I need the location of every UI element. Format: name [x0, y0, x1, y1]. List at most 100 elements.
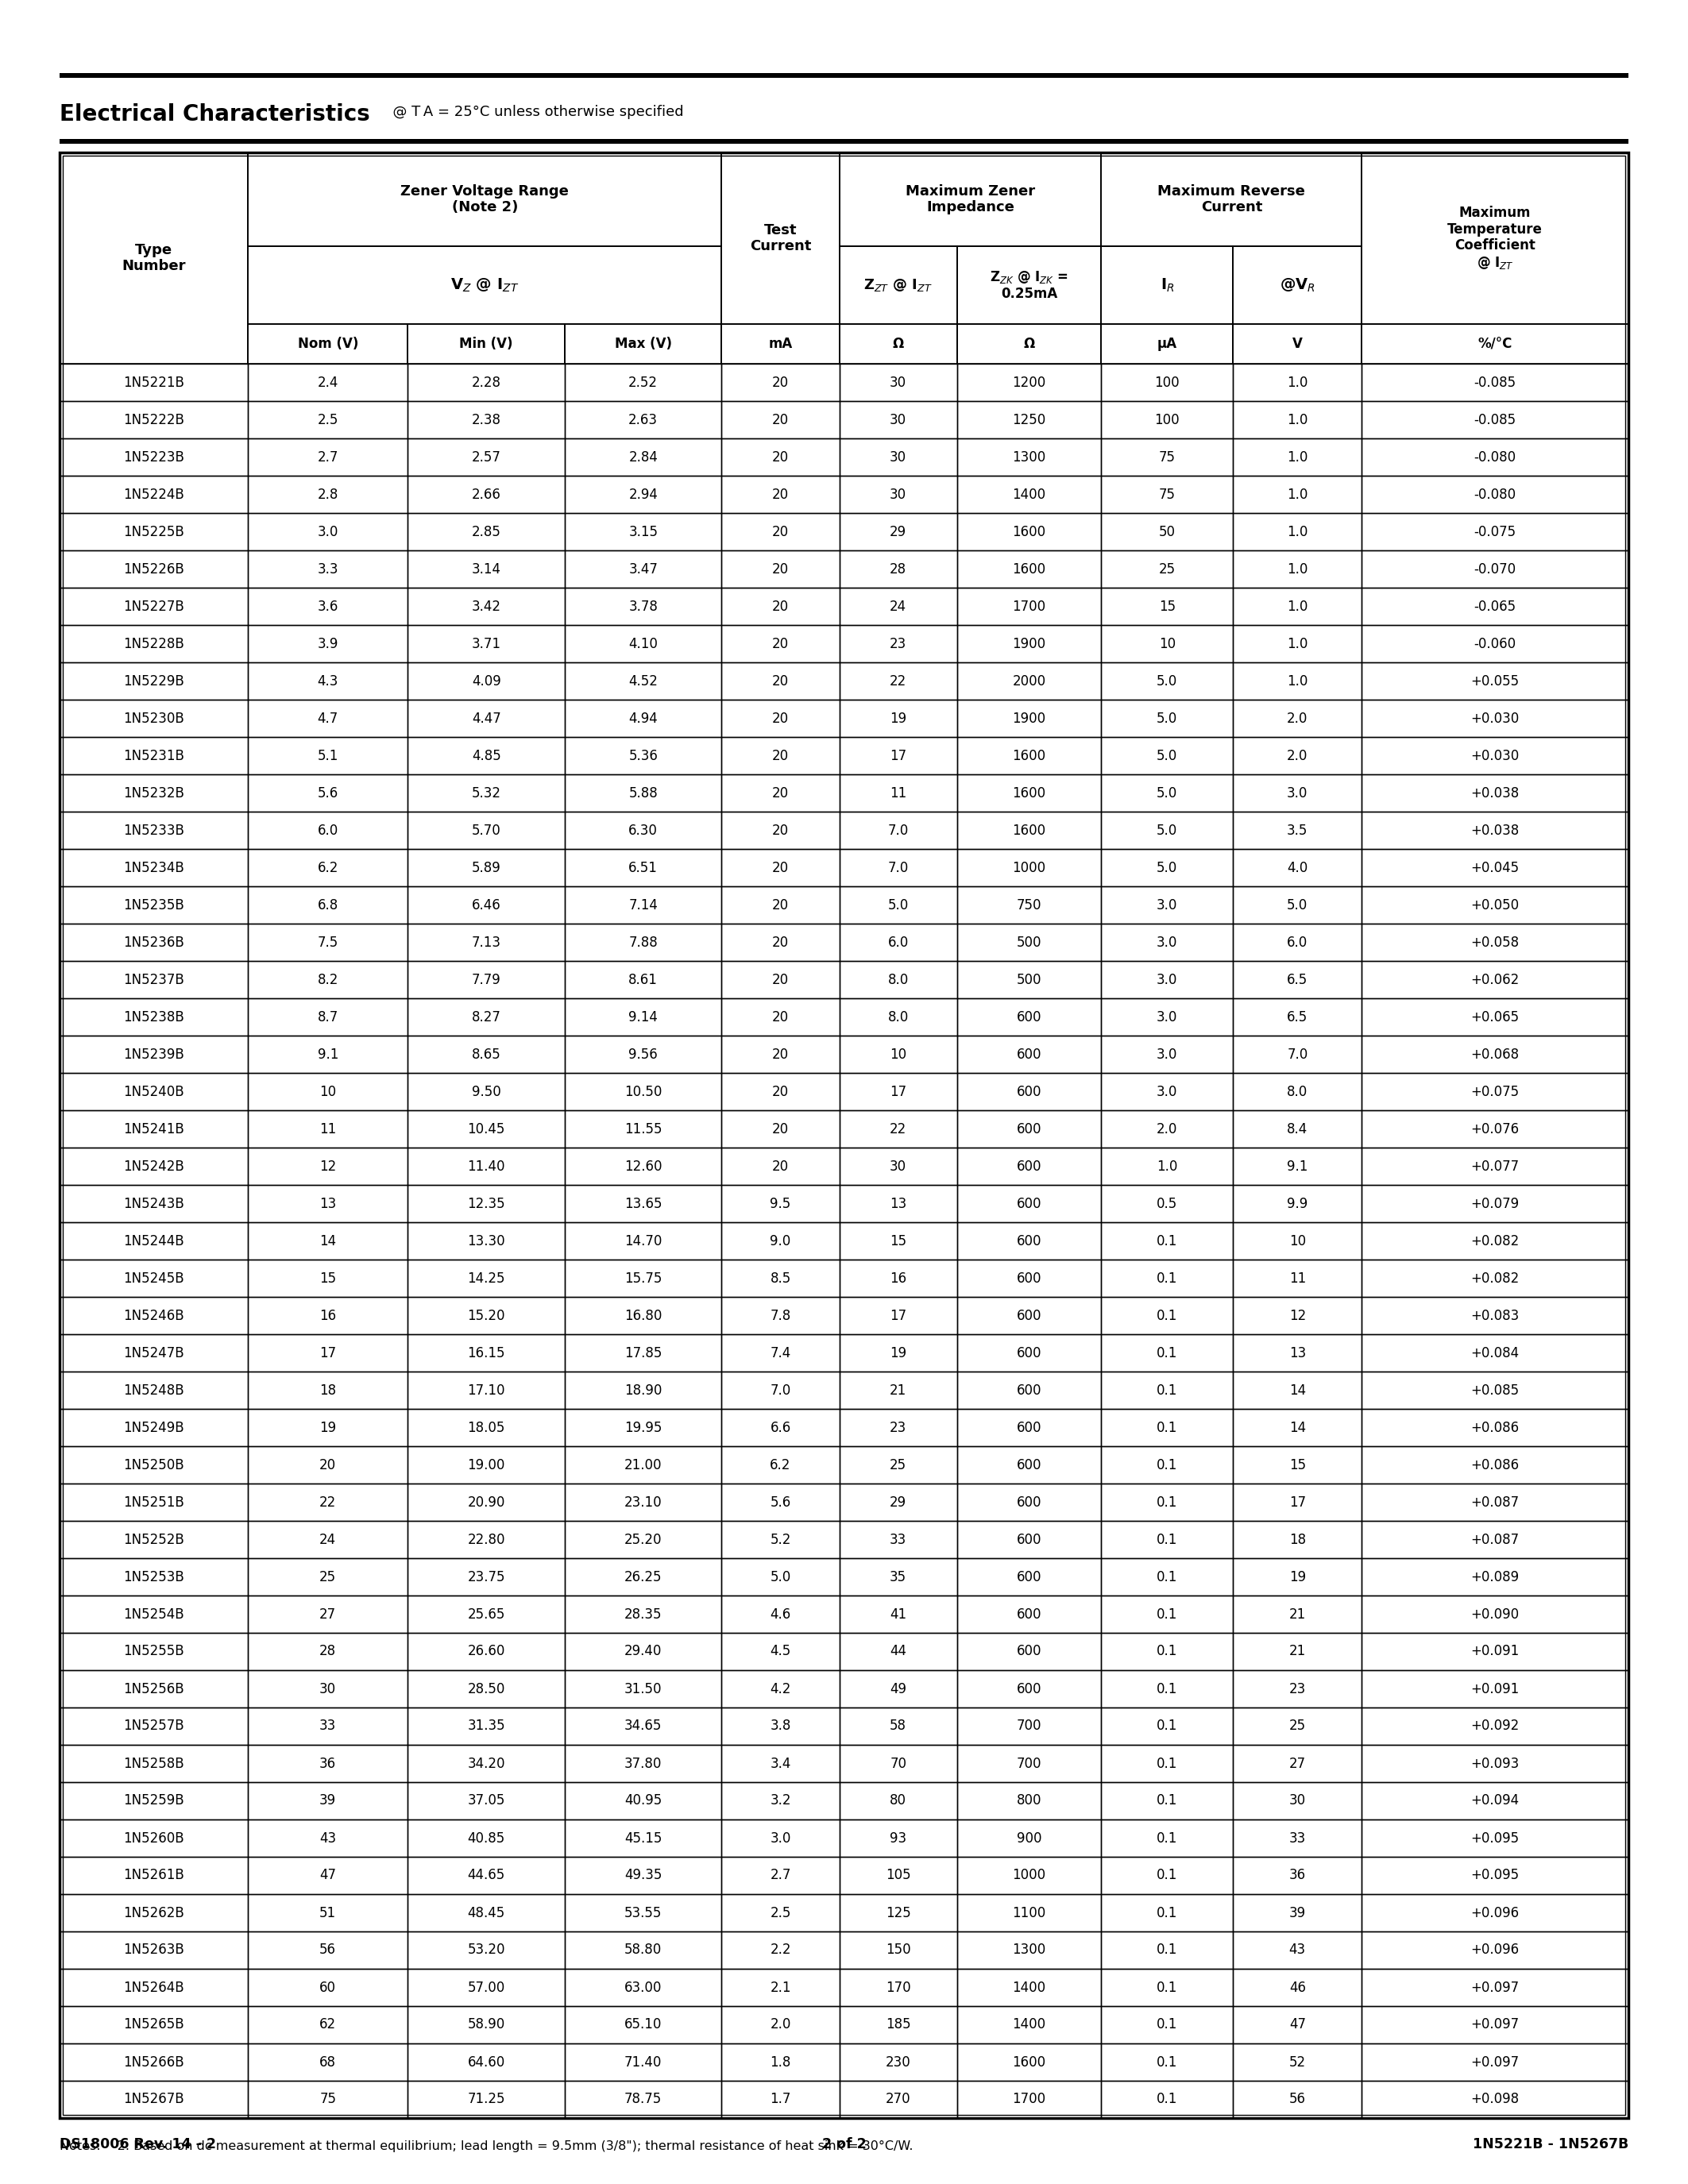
- Bar: [59, 1856, 248, 1894]
- Bar: [957, 1372, 1101, 1409]
- Bar: [1362, 1260, 1629, 1297]
- Text: @V$_R$: @V$_R$: [1280, 277, 1315, 293]
- Text: 29: 29: [890, 524, 906, 539]
- Text: 2.2: 2.2: [770, 1944, 792, 1957]
- Bar: [839, 247, 957, 323]
- Text: 44.65: 44.65: [468, 1867, 505, 1883]
- Bar: [565, 2081, 722, 2118]
- Bar: [1362, 1968, 1629, 2007]
- Text: 1N5242B: 1N5242B: [123, 1160, 184, 1173]
- Text: +0.084: +0.084: [1470, 1345, 1519, 1361]
- Text: 21: 21: [890, 1382, 906, 1398]
- Text: 20: 20: [771, 786, 788, 799]
- Text: 3.47: 3.47: [628, 561, 658, 577]
- Text: 27: 27: [319, 1607, 336, 1621]
- Bar: [59, 699, 1629, 736]
- Bar: [722, 924, 839, 961]
- Bar: [722, 1446, 839, 1483]
- Text: 4.85: 4.85: [471, 749, 501, 762]
- Text: +0.087: +0.087: [1470, 1533, 1519, 1546]
- Bar: [565, 1072, 722, 1109]
- Bar: [1232, 1782, 1362, 1819]
- Text: 5.0: 5.0: [888, 898, 908, 913]
- Text: 70: 70: [890, 1756, 906, 1771]
- Bar: [839, 1597, 957, 1634]
- Bar: [1362, 736, 1629, 775]
- Bar: [565, 1483, 722, 1520]
- Text: 1N5238B: 1N5238B: [123, 1009, 184, 1024]
- Bar: [1101, 2007, 1232, 2044]
- Bar: [565, 365, 722, 402]
- Bar: [722, 662, 839, 699]
- Bar: [1232, 2007, 1362, 2044]
- Bar: [59, 1334, 1629, 1372]
- Text: 13: 13: [890, 1197, 906, 1210]
- Bar: [565, 1894, 722, 1931]
- Text: 18.05: 18.05: [468, 1420, 505, 1435]
- Text: 1.0: 1.0: [1286, 376, 1308, 389]
- Bar: [957, 247, 1101, 323]
- Bar: [722, 1109, 839, 1147]
- Text: 0.1: 0.1: [1156, 2092, 1178, 2108]
- Text: 25: 25: [890, 1457, 906, 1472]
- Text: 270: 270: [886, 2092, 912, 2108]
- Text: 1400: 1400: [1013, 2018, 1047, 2031]
- Bar: [1232, 775, 1362, 812]
- Bar: [59, 153, 1629, 365]
- Text: 6.46: 6.46: [471, 898, 501, 913]
- Bar: [1232, 850, 1362, 887]
- Bar: [1362, 1186, 1629, 1223]
- Text: 3.0: 3.0: [317, 524, 338, 539]
- Text: 600: 600: [1016, 1457, 1041, 1472]
- Text: 16.15: 16.15: [468, 1345, 505, 1361]
- Text: 1.0: 1.0: [1286, 561, 1308, 577]
- Bar: [248, 998, 408, 1035]
- Bar: [59, 2044, 1629, 2081]
- Text: 11: 11: [890, 786, 906, 799]
- Text: 7.4: 7.4: [770, 1345, 792, 1361]
- Bar: [59, 1745, 1629, 1782]
- Bar: [1362, 812, 1629, 850]
- Bar: [59, 1557, 1629, 1597]
- Text: 0.1: 0.1: [1156, 2055, 1178, 2068]
- Text: 600: 600: [1016, 1234, 1041, 1247]
- Text: V: V: [1293, 336, 1303, 352]
- Bar: [1362, 1072, 1629, 1109]
- Bar: [1101, 1072, 1232, 1109]
- Bar: [722, 439, 839, 476]
- Bar: [1362, 625, 1629, 662]
- Bar: [957, 625, 1101, 662]
- Text: 3.14: 3.14: [471, 561, 501, 577]
- Text: I$_R$: I$_R$: [1160, 277, 1175, 293]
- Text: 1600: 1600: [1013, 786, 1047, 799]
- Bar: [1362, 1223, 1629, 1260]
- Bar: [248, 550, 408, 587]
- Bar: [248, 961, 408, 998]
- Bar: [408, 1708, 565, 1745]
- Bar: [59, 1223, 1629, 1260]
- Text: 10: 10: [1290, 1234, 1307, 1247]
- Text: 20: 20: [771, 749, 788, 762]
- Text: +0.086: +0.086: [1470, 1420, 1519, 1435]
- Bar: [59, 402, 1629, 439]
- Bar: [408, 1894, 565, 1931]
- Text: 600: 600: [1016, 1382, 1041, 1398]
- Bar: [59, 887, 1629, 924]
- Text: 5.0: 5.0: [1156, 860, 1178, 876]
- Bar: [248, 625, 408, 662]
- Bar: [565, 1708, 722, 1745]
- Text: 20: 20: [771, 1009, 788, 1024]
- Bar: [565, 1186, 722, 1223]
- Text: 2.63: 2.63: [628, 413, 658, 426]
- Bar: [839, 513, 957, 550]
- Bar: [1362, 1446, 1629, 1483]
- Text: 5.88: 5.88: [628, 786, 658, 799]
- Text: +0.082: +0.082: [1470, 1234, 1519, 1247]
- Text: 49.35: 49.35: [625, 1867, 662, 1883]
- Bar: [1101, 550, 1232, 587]
- Bar: [248, 1223, 408, 1260]
- Bar: [565, 1223, 722, 1260]
- Text: 5.2: 5.2: [770, 1533, 792, 1546]
- Text: 51: 51: [319, 1907, 336, 1920]
- Text: 4.7: 4.7: [317, 712, 338, 725]
